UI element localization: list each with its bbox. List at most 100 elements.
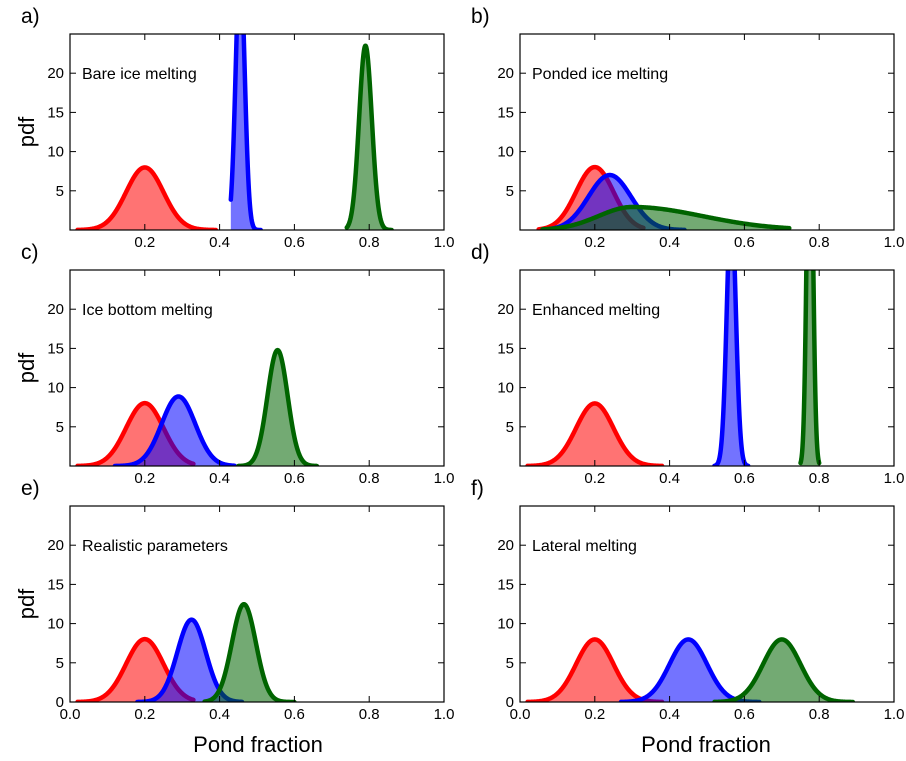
- x-tick-label: 1.0: [434, 470, 455, 487]
- y-axis-label: pdf: [14, 116, 39, 147]
- x-axis-label-right: Pond fraction: [641, 732, 771, 757]
- y-tick-label: 20: [497, 537, 514, 554]
- pdf-fill-1: [546, 175, 685, 230]
- x-tick-label: 0.6: [284, 470, 305, 487]
- x-tick-label: 0.8: [359, 234, 380, 251]
- y-tick-label: 20: [497, 65, 514, 82]
- series-group: [75, 34, 394, 230]
- series-group: [525, 637, 856, 702]
- x-tick-label: 0.6: [734, 706, 755, 723]
- pdf-fill-1: [714, 270, 749, 466]
- y-tick-label: 15: [497, 576, 514, 593]
- series-group: [75, 601, 297, 702]
- pdf-line-2: [236, 347, 320, 466]
- panel-a: 0.2 0.4 0.6 0.8 1.0 5 10 15 20 a) Bare ice melting…: [14, 5, 455, 251]
- y-tick-label: 20: [497, 301, 514, 318]
- panel-letter: d): [471, 241, 490, 264]
- pdf-fill-2: [346, 45, 392, 230]
- y-tick-label: 10: [497, 144, 514, 161]
- y-tick-label: 5: [56, 183, 64, 200]
- x-tick-label: 0.2: [134, 470, 155, 487]
- pdf-fill-0: [527, 403, 663, 466]
- pdf-fill-2: [238, 350, 317, 466]
- y-tick-label: 20: [47, 301, 64, 318]
- x-axis-label-left: Pond fraction: [193, 732, 323, 757]
- panel-c: 0.2 0.4 0.6 0.8 1.0 5 10 15 20 c) Ice bottom melti…: [14, 241, 454, 487]
- pdf-fill-0: [527, 639, 663, 702]
- x-tick-label: 0.2: [134, 706, 155, 723]
- pdf-line-0: [525, 401, 665, 466]
- y-tick-label: 15: [497, 340, 514, 357]
- x-tick-label: 0.6: [284, 234, 305, 251]
- y-tick-label: 5: [506, 655, 514, 672]
- y-axis-label: pdf: [14, 588, 39, 619]
- axes-frame: [519, 33, 895, 231]
- x-tick-label: 0.4: [659, 234, 680, 251]
- y-tick-label: 15: [47, 340, 64, 357]
- x-tick-label: 1.0: [434, 706, 455, 723]
- y-tick-label: 0: [506, 694, 514, 711]
- x-tick-label: 0.4: [209, 706, 230, 723]
- pdf-line-1: [112, 394, 237, 466]
- panel-title: Enhanced melting: [532, 302, 660, 319]
- x-tick-label: 0.2: [134, 234, 155, 251]
- y-tick-label: 0: [56, 694, 64, 711]
- x-tick-label: 0.6: [284, 706, 305, 723]
- x-tick-label: 0.8: [809, 706, 830, 723]
- pdf-line-2: [202, 601, 297, 702]
- x-tick-label: 1.0: [884, 470, 905, 487]
- pdf-line-0: [75, 165, 219, 230]
- panel-title: Bare ice melting: [82, 66, 197, 83]
- x-tick-label: 0.2: [584, 234, 605, 251]
- y-tick-label: 10: [47, 380, 64, 397]
- axes-frame: [519, 269, 895, 467]
- y-tick-label: 5: [56, 419, 64, 436]
- axes-frame: [69, 269, 445, 467]
- pdf-line-2: [540, 204, 792, 230]
- x-tick-label: 0.4: [209, 234, 230, 251]
- panel-title: Ice bottom melting: [82, 302, 213, 319]
- panel-letter: e): [21, 477, 40, 500]
- y-tick-label: 15: [47, 104, 64, 121]
- x-tick-label: 0.6: [734, 234, 755, 251]
- y-tick-label: 15: [497, 104, 514, 121]
- panel-letter: a): [21, 5, 40, 28]
- y-tick-label: 15: [47, 576, 64, 593]
- panel-letter: b): [471, 5, 490, 28]
- panel-f: 0.0 0.2 0.4 0.6 0.8 1.0 0 5 10 15 20 f) Lateral melt…: [471, 477, 904, 723]
- y-axis-label: pdf: [14, 352, 39, 383]
- panels-layer: 0.2 0.4 0.6 0.8 1.0 5 10 15 20 a) Bare ice melting…: [14, 5, 905, 723]
- series-group: [75, 347, 320, 466]
- x-tick-label: 0.2: [584, 470, 605, 487]
- y-tick-label: 20: [47, 537, 64, 554]
- pdf-line-1: [712, 270, 751, 466]
- panel-title: Realistic parameters: [82, 538, 228, 555]
- x-tick-label: 0.8: [359, 470, 380, 487]
- x-tick-label: 0.8: [809, 234, 830, 251]
- panel-e: 0.0 0.2 0.4 0.6 0.8 1.0 0 5 10 15 20 e) Realistic pa…: [14, 477, 454, 723]
- pdf-line-2: [344, 43, 394, 230]
- x-tick-label: 0.4: [659, 706, 680, 723]
- series-group: [525, 270, 822, 466]
- x-tick-label: 1.0: [434, 234, 455, 251]
- pdf-fill-2: [714, 639, 853, 702]
- y-tick-label: 10: [47, 144, 64, 161]
- x-tick-label: 0.8: [359, 706, 380, 723]
- x-tick-label: 1.0: [884, 706, 905, 723]
- panel-d: 0.2 0.4 0.6 0.8 1.0 5 10 15 20 d) Enhanced melting: [471, 241, 905, 487]
- x-tick-label: 0.2: [584, 706, 605, 723]
- x-tick-label: 0.4: [659, 470, 680, 487]
- pdf-fill-2: [204, 604, 295, 702]
- pdf-fill-1: [620, 639, 760, 702]
- pdf-line-1: [228, 34, 263, 230]
- x-tick-label: 1.0: [884, 234, 905, 251]
- y-tick-label: 10: [497, 380, 514, 397]
- series-group: [536, 164, 792, 230]
- pdf-fill-0: [77, 167, 216, 230]
- pdf-fill-2: [542, 206, 790, 230]
- x-tick-label: 0.6: [734, 470, 755, 487]
- pdf-line-2: [712, 637, 856, 702]
- x-tick-label: 0.8: [809, 470, 830, 487]
- pdf-line-2: [798, 270, 822, 466]
